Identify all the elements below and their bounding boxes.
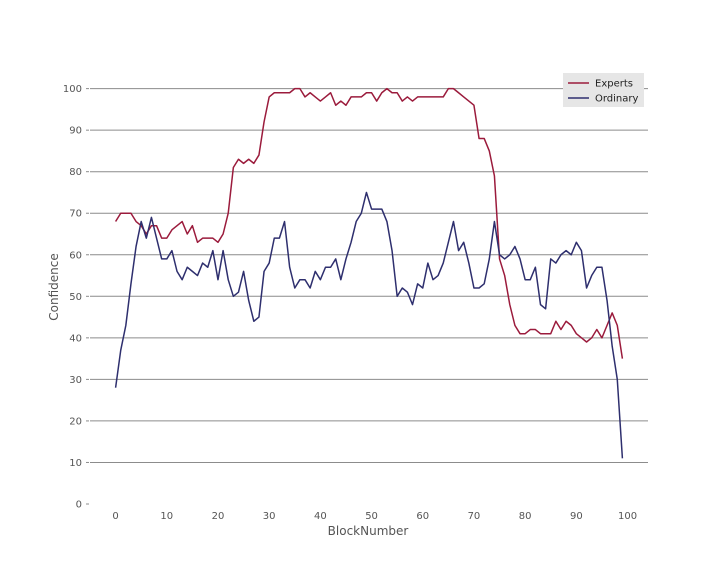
- x-axis-ticks: 0 10 20 30 40 50 60 70 80 90 100: [112, 511, 637, 522]
- y-tick-label: 0: [76, 500, 82, 511]
- y-tick-label: 40: [69, 333, 82, 344]
- y-tick-label: 30: [69, 375, 82, 386]
- y-tick-label: 10: [69, 458, 82, 469]
- x-tick-label: 0: [112, 511, 118, 522]
- gridlines: [90, 88, 648, 463]
- y-axis-label: Confidence: [47, 253, 61, 320]
- series-lines: [114, 87, 624, 459]
- y-tick-label: 20: [69, 416, 82, 427]
- x-axis-label: BlockNumber: [328, 524, 409, 538]
- legend-label-experts: Experts: [595, 79, 633, 90]
- y-tick-label: 80: [69, 167, 82, 178]
- legend: Experts Ordinary: [563, 73, 644, 107]
- x-tick-label: 70: [468, 511, 481, 522]
- y-tick-label: 60: [69, 250, 82, 261]
- x-tick-label: 50: [365, 511, 378, 522]
- x-tick-label: 90: [570, 511, 583, 522]
- x-tick-label: 60: [416, 511, 429, 522]
- y-tick-label: 100: [63, 84, 82, 95]
- x-tick-label: 10: [160, 511, 173, 522]
- y-tick-label: 90: [69, 126, 82, 137]
- series-line-experts: [114, 87, 624, 359]
- legend-label-ordinary: Ordinary: [595, 94, 639, 105]
- y-tick-label: 70: [69, 209, 82, 220]
- y-axis-ticks: 0 10 20 30 40 50 60 70 80 90 100: [63, 84, 89, 511]
- y-tick-label: 50: [69, 292, 82, 303]
- x-tick-label: 80: [519, 511, 532, 522]
- x-tick-label: 30: [263, 511, 276, 522]
- x-tick-label: 100: [618, 511, 637, 522]
- x-tick-label: 40: [314, 511, 327, 522]
- legend-box: [563, 73, 644, 107]
- x-tick-label: 20: [212, 511, 225, 522]
- series-line-ordinary: [114, 191, 624, 459]
